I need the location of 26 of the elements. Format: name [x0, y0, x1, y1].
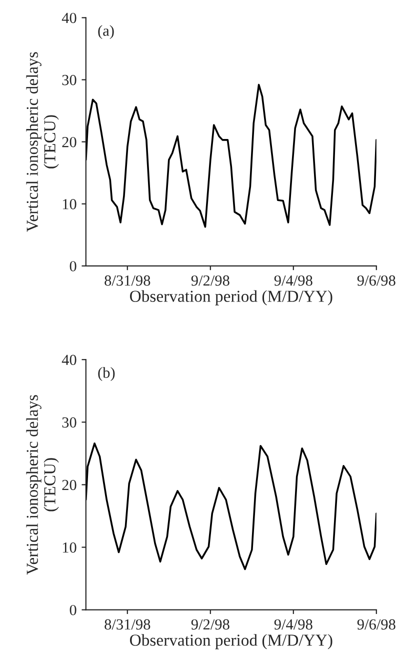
y-tick-label: 30	[62, 74, 76, 86]
y-tick-label: 10	[62, 199, 76, 210]
x-tick-label: 9/6/98	[357, 275, 396, 286]
y-tick-label: 10	[62, 542, 76, 553]
x-axis-title: Observation period (M/D/YY)	[130, 290, 332, 306]
x-tick-label: 8/31/98	[104, 275, 150, 286]
x-tick-label: 9/2/98	[191, 275, 230, 286]
x-tick-label: 9/4/98	[274, 619, 312, 630]
y-tick-label: 40	[62, 354, 76, 366]
line-series	[86, 442, 376, 570]
x-tick-label: 9/2/98	[191, 619, 230, 630]
annotation: (a)	[98, 25, 114, 39]
y-axis-title: Vertical ionospheric delays (TECU)	[26, 395, 59, 575]
x-axis-title: Observation period (M/D/YY)	[130, 634, 332, 650]
y-tick-label: 20	[62, 136, 76, 148]
y-tick-label: 30	[62, 417, 76, 428]
y-tick-label: 0	[70, 261, 76, 272]
x-tick-label: 9/6/98	[357, 619, 396, 630]
annotation: (b)	[98, 367, 115, 381]
x-tick-label: 8/31/98	[104, 619, 150, 630]
y-axis-title: Vertical ionospheric delays (TECU)	[26, 52, 59, 232]
y-tick-label: 20	[62, 480, 76, 490]
line-series	[86, 84, 376, 228]
y-tick-label: 0	[70, 604, 76, 616]
y-tick-label: 40	[62, 12, 76, 24]
x-tick-label: 9/4/98	[274, 275, 312, 286]
